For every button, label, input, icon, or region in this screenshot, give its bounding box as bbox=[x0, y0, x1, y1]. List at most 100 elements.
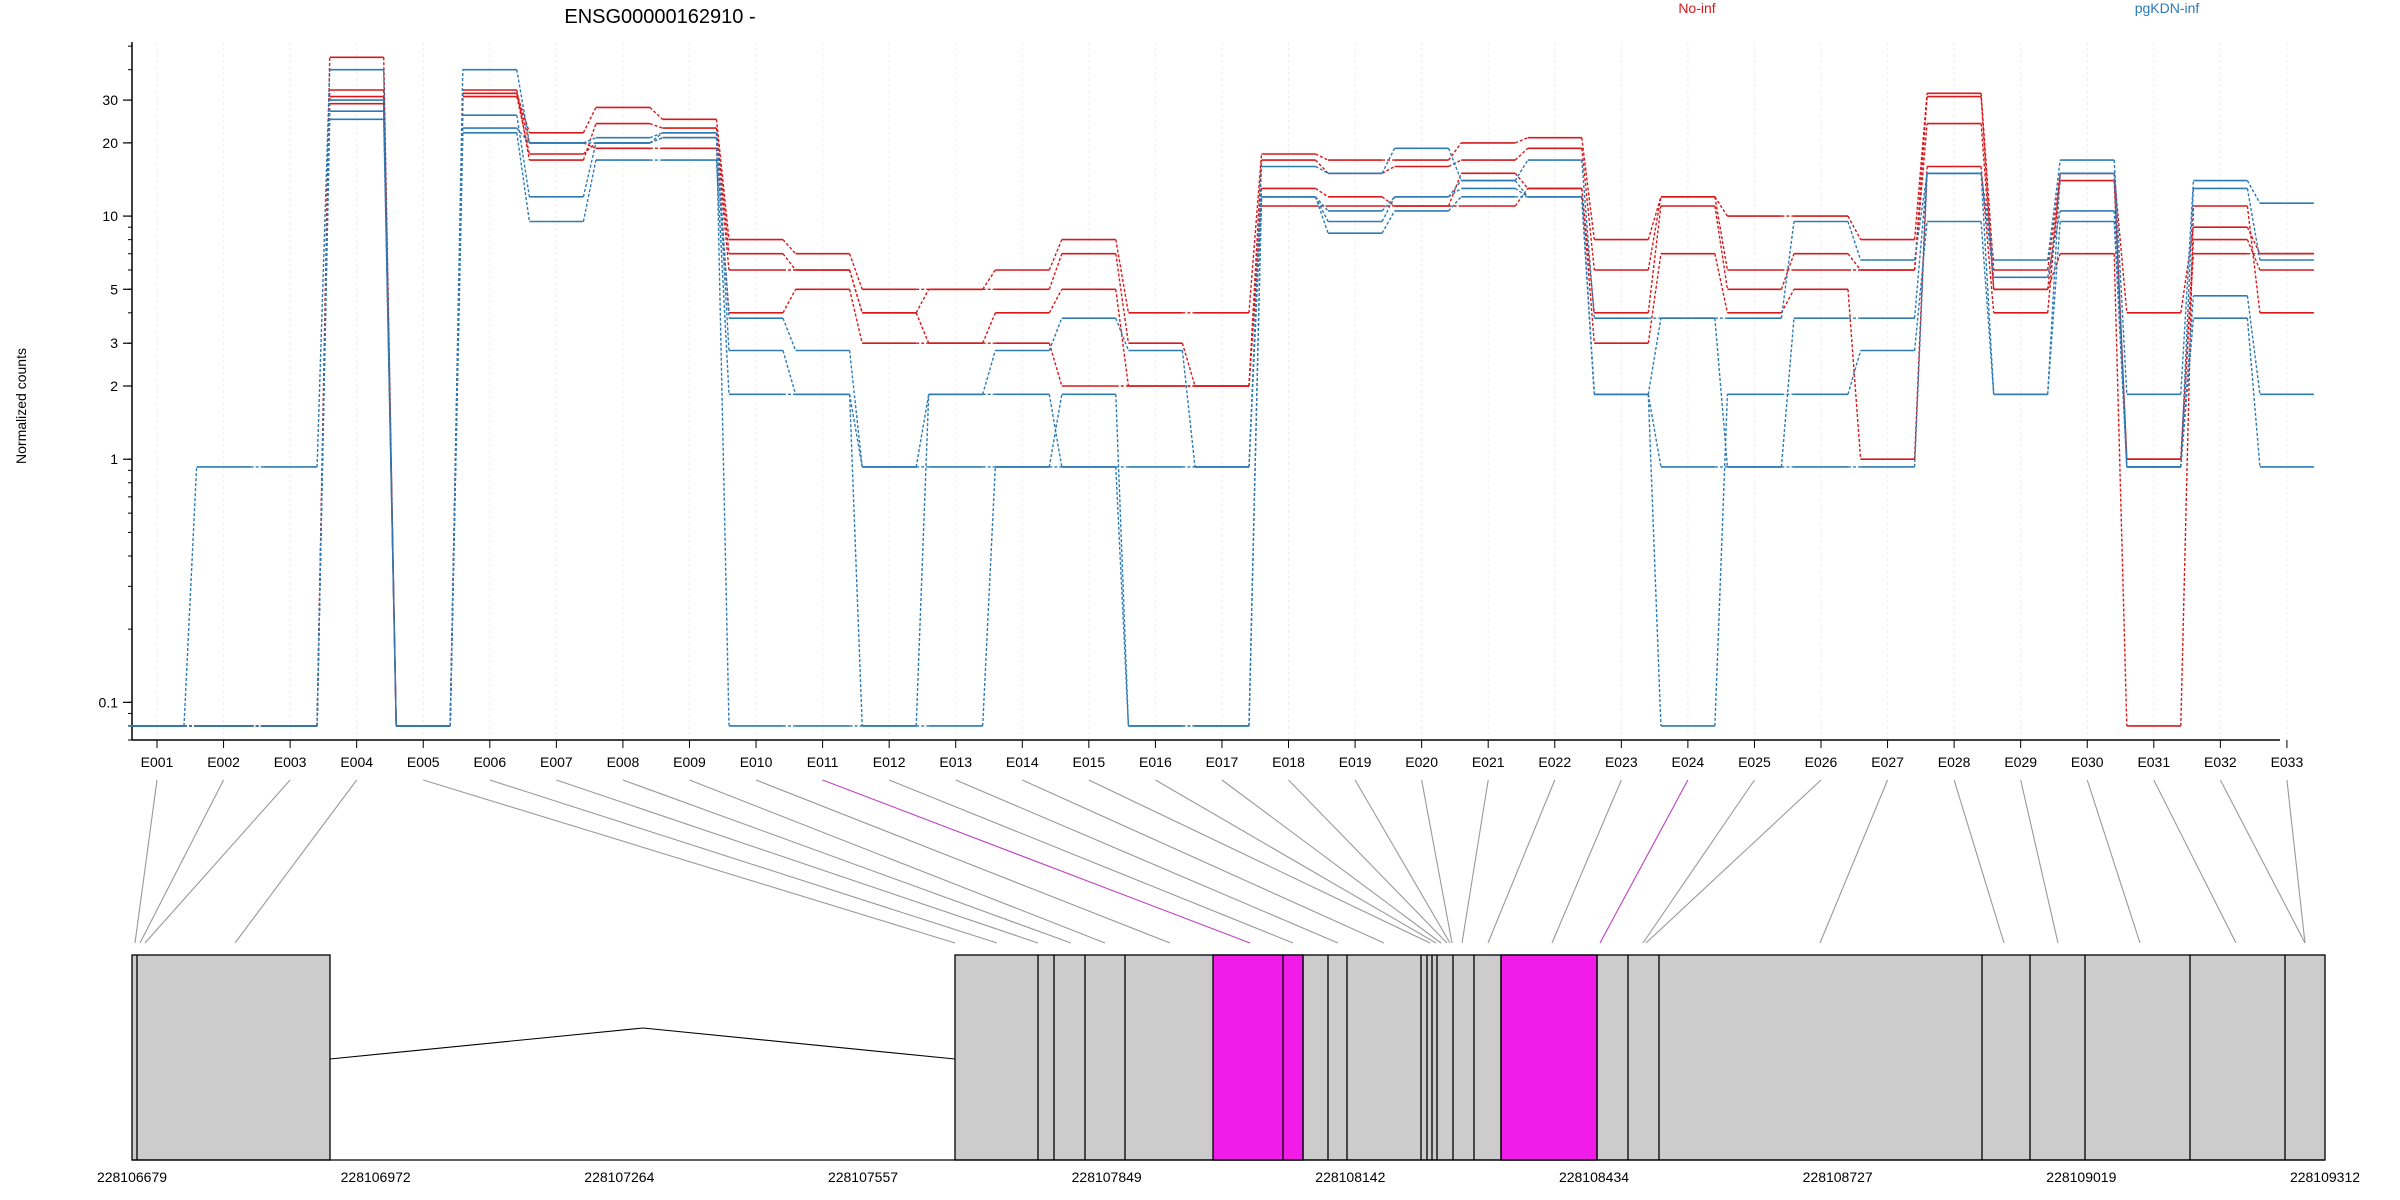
exon-connector bbox=[955, 779, 1339, 944]
genomic-coordinate-label: 228108142 bbox=[1315, 1169, 1385, 1185]
exon-connector bbox=[2219, 779, 2306, 944]
exon-connector bbox=[622, 779, 1072, 944]
y-tick-label: 20 bbox=[102, 135, 118, 151]
exon-connector bbox=[1221, 779, 1442, 944]
exon-connector bbox=[1551, 779, 1622, 944]
x-tick-label: E012 bbox=[873, 754, 906, 770]
x-tick-label: E029 bbox=[2004, 754, 2037, 770]
series-pgkdn-inf bbox=[130, 99, 2314, 727]
exon-block bbox=[131, 954, 331, 1161]
x-tick-label: E002 bbox=[207, 754, 240, 770]
x-tick-label: E027 bbox=[1871, 754, 1904, 770]
x-tick-label: E010 bbox=[740, 754, 773, 770]
exon-connector bbox=[1642, 779, 1755, 944]
exon-connector bbox=[1088, 779, 1431, 944]
exon-connector bbox=[755, 779, 1171, 944]
exon-connector bbox=[888, 779, 1294, 944]
x-tick-label: E019 bbox=[1339, 754, 1372, 770]
x-tick-label: E013 bbox=[939, 754, 972, 770]
x-tick-label: E028 bbox=[1938, 754, 1971, 770]
x-tick-label: E007 bbox=[540, 754, 573, 770]
highlighted-exon bbox=[1212, 954, 1304, 1161]
exon-connector bbox=[1421, 779, 1453, 944]
y-axis: 0.1 1 2 3 5 10 20 30 bbox=[99, 42, 133, 741]
exon-connector bbox=[1953, 779, 2005, 944]
exon-connector bbox=[2020, 779, 2059, 944]
exon-connector bbox=[1487, 779, 1556, 944]
exon-connector bbox=[1022, 779, 1385, 944]
x-tick-label: E031 bbox=[2137, 754, 2170, 770]
series-transitions bbox=[183, 69, 2261, 726]
exon-connector bbox=[1155, 779, 1437, 944]
exon-connector bbox=[423, 779, 956, 944]
x-axis: E001 E002 E003 E004 E005 E006 E007 E008 E009 E010… bbox=[132, 739, 2304, 770]
exon-connector bbox=[2086, 779, 2141, 944]
exon-connector bbox=[1354, 779, 1451, 944]
genomic-coordinate-label: 228108727 bbox=[1803, 1169, 1873, 1185]
exon-connectors bbox=[134, 779, 2306, 944]
genomic-coordinate-label: 228106679 bbox=[97, 1169, 167, 1185]
exon-connector bbox=[689, 779, 1106, 944]
x-tick-label: E003 bbox=[274, 754, 307, 770]
series-plateaus bbox=[130, 110, 2314, 727]
series-pgkdn-inf bbox=[130, 110, 2314, 727]
exon-connector bbox=[139, 779, 225, 944]
genomic-coordinate-label: 228106972 bbox=[341, 1169, 411, 1185]
exon-connector bbox=[1461, 779, 1489, 944]
exon-connector bbox=[144, 779, 291, 944]
x-tick-label: E008 bbox=[607, 754, 640, 770]
exon-connector bbox=[489, 779, 998, 944]
y-tick-label: 10 bbox=[102, 208, 118, 224]
x-tick-label: E014 bbox=[1006, 754, 1039, 770]
chart-title: ENSG00000162910 - bbox=[564, 6, 755, 28]
x-tick-label: E001 bbox=[141, 754, 174, 770]
series-lines bbox=[130, 56, 2314, 727]
genomic-coordinate-label: 228108434 bbox=[1559, 1169, 1629, 1185]
y-axis-label: Normalized counts bbox=[13, 348, 29, 464]
series-transitions bbox=[184, 100, 2261, 727]
x-tick-label: E024 bbox=[1672, 754, 1705, 770]
exon-connector bbox=[556, 779, 1039, 944]
exon-block bbox=[954, 954, 2326, 1161]
x-tick-label: E026 bbox=[1805, 754, 1838, 770]
legend-label-pgkdn-inf: pgKDN-inf bbox=[2135, 0, 2200, 16]
genomic-coordinate-label: 228107264 bbox=[584, 1169, 654, 1185]
y-tick-label: 30 bbox=[102, 92, 118, 108]
x-tick-label: E021 bbox=[1472, 754, 1505, 770]
exon-connector bbox=[1645, 779, 1822, 944]
vertical-gridlines bbox=[156, 42, 2288, 740]
x-tick-label: E009 bbox=[673, 754, 706, 770]
y-tick-label: 5 bbox=[110, 281, 118, 297]
genomic-coordinate-label: 228107849 bbox=[1072, 1169, 1142, 1185]
y-tick-label: 3 bbox=[110, 335, 118, 351]
x-tick-label: E032 bbox=[2204, 754, 2237, 770]
exon-connector bbox=[2153, 779, 2237, 944]
x-tick-label: E006 bbox=[473, 754, 506, 770]
x-tick-label: E005 bbox=[407, 754, 440, 770]
exon-connector bbox=[134, 779, 158, 944]
highlighted-exon bbox=[1500, 954, 1598, 1161]
x-tick-label: E004 bbox=[340, 754, 373, 770]
x-tick-label: E017 bbox=[1206, 754, 1239, 770]
exon-connector bbox=[1599, 779, 1689, 944]
genomic-coordinate-label: 228109312 bbox=[2290, 1169, 2360, 1185]
x-tick-label: E025 bbox=[1738, 754, 1771, 770]
intron-line bbox=[329, 1027, 956, 1060]
y-tick-label: 1 bbox=[110, 451, 118, 467]
genomic-coordinate-label: 228109019 bbox=[2046, 1169, 2116, 1185]
exon-connector bbox=[822, 779, 1251, 944]
y-tick-label: 2 bbox=[110, 378, 118, 394]
x-tick-label: E033 bbox=[2271, 754, 2304, 770]
legend-label-no-inf: No-inf bbox=[1678, 0, 1715, 16]
series-plateaus bbox=[130, 99, 2314, 727]
y-tick-label: 0.1 bbox=[99, 694, 119, 710]
x-tick-label: E022 bbox=[1538, 754, 1571, 770]
x-tick-label: E020 bbox=[1405, 754, 1438, 770]
exon-connector bbox=[2286, 779, 2306, 944]
gene-model: 228106679 228106972 228107264 228107557 2281… bbox=[97, 954, 2360, 1185]
x-tick-label: E030 bbox=[2071, 754, 2104, 770]
x-tick-label: E011 bbox=[807, 754, 839, 770]
x-tick-label: E023 bbox=[1605, 754, 1638, 770]
